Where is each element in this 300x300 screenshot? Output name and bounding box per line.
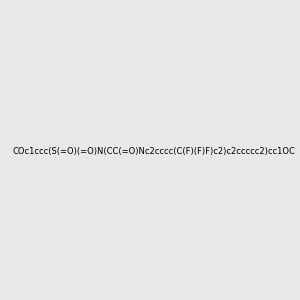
Text: COc1ccc(S(=O)(=O)N(CC(=O)Nc2cccc(C(F)(F)F)c2)c2ccccc2)cc1OC: COc1ccc(S(=O)(=O)N(CC(=O)Nc2cccc(C(F)(F)… <box>12 147 295 156</box>
